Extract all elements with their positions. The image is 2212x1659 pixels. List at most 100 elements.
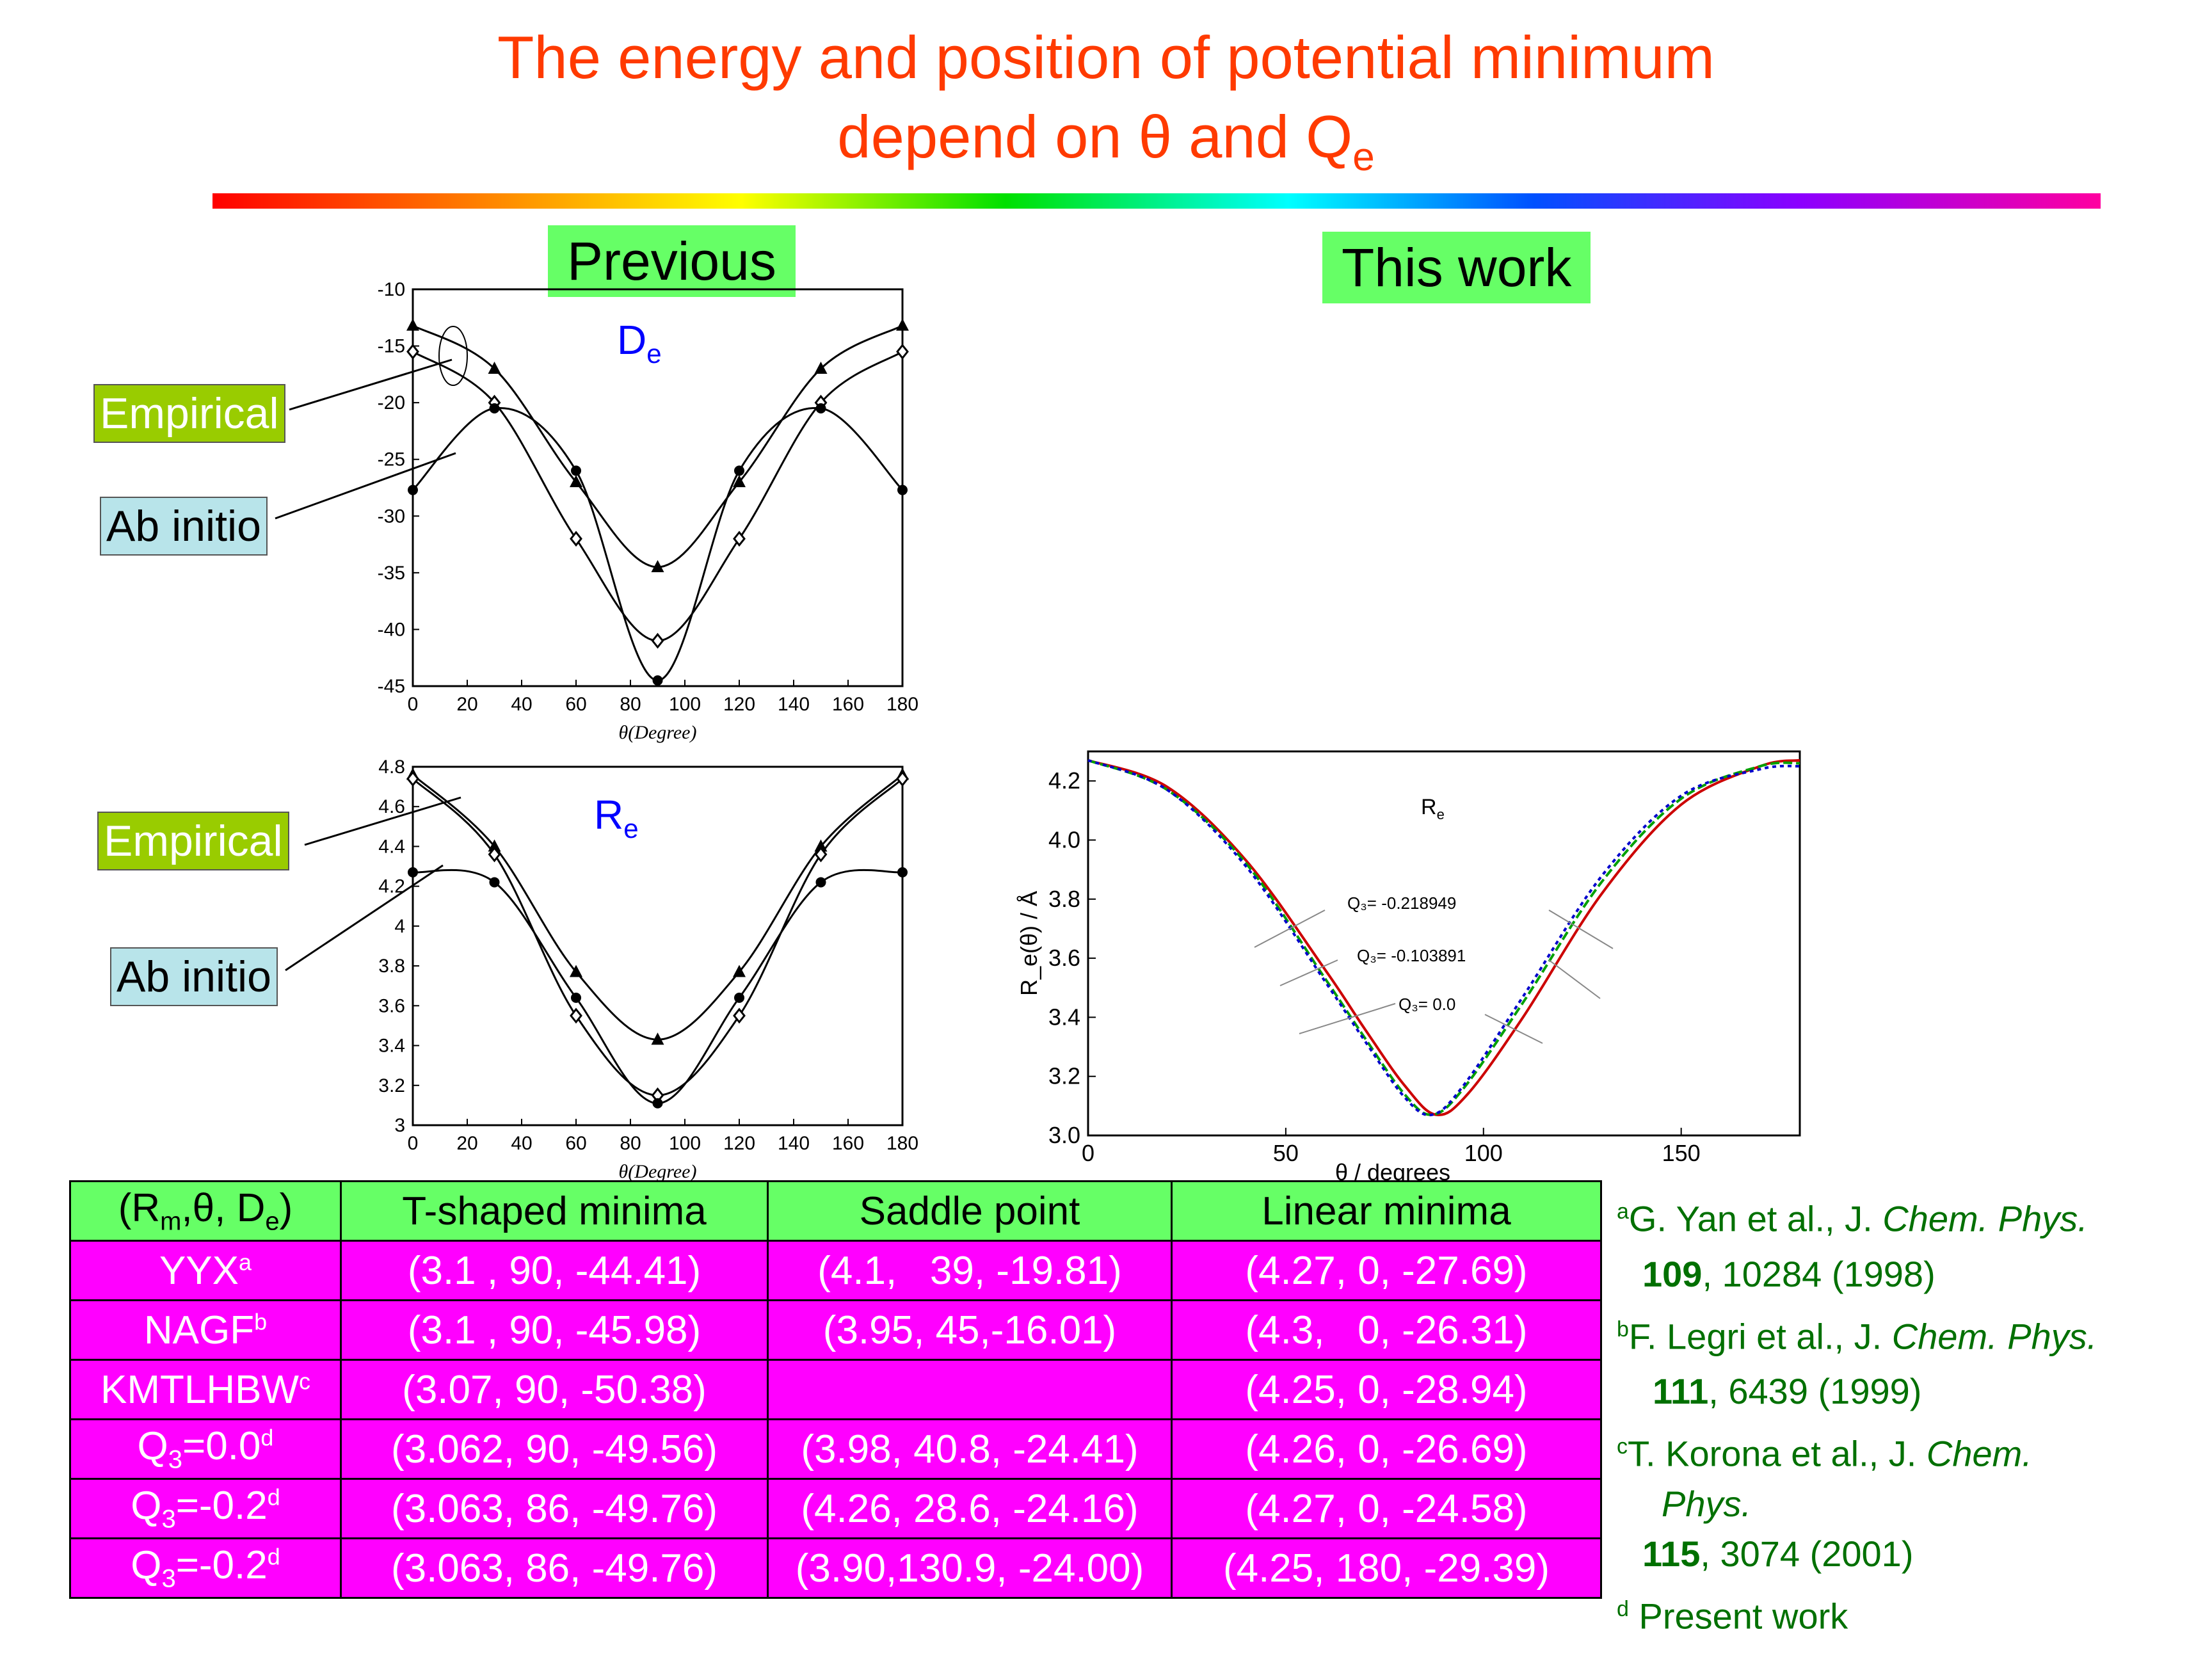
re-series-line: [412, 774, 903, 1041]
re-data-point: [406, 771, 419, 787]
re-data-point: [571, 992, 581, 1003]
de-data-point: [815, 403, 826, 413]
de-xtick-label: 40: [511, 694, 532, 715]
de-xlabel: θ(Degree): [619, 722, 697, 743]
re-xtick-label: 60: [565, 1133, 586, 1154]
title-line-1: The energy and position of potential min…: [497, 24, 1715, 91]
de-data-point: [408, 485, 418, 495]
tw-xtick-label: 0: [1082, 1140, 1094, 1166]
de-data-point: [896, 344, 909, 360]
table-cell: (3.062, 90, -49.56): [340, 1418, 769, 1480]
de-ytick-label: -30: [378, 506, 405, 527]
reference-a-vol: 109, 10284 (1998): [1642, 1253, 1936, 1294]
de-ytick-label: -10: [378, 279, 405, 300]
re-label-sub: e: [623, 813, 639, 844]
re-ytick-label: 4: [394, 916, 405, 937]
header-cell-linear: Linear minima: [1171, 1180, 1602, 1242]
table-cell: (3.1 , 90, -45.98): [340, 1299, 769, 1361]
tw-annotation: Q₃= 0.0: [1399, 995, 1455, 1014]
re-xtick-label: 20: [456, 1133, 477, 1154]
row-label-cell: Q3=-0.2d: [69, 1478, 342, 1539]
row-label-cell: Q3=0.0d: [69, 1418, 342, 1480]
table-cell: (3.07, 90, -50.38): [340, 1359, 769, 1420]
de-data-point: [489, 403, 500, 413]
tw-xlabel: θ / degrees: [1335, 1159, 1450, 1184]
de-xtick-label: 80: [620, 694, 641, 715]
table-cell: (3.063, 86, -49.76): [340, 1537, 769, 1599]
table-cell: (3.98, 40.8, -24.41): [767, 1418, 1173, 1480]
tw-xtick-label: 100: [1464, 1140, 1503, 1166]
table-header-row: (Rm,θ, De) T-shaped minima Saddle point …: [69, 1180, 1602, 1242]
table-row: Q3=-0.2d (3.063, 86, -49.76) (4.26, 28.6, …: [69, 1478, 1602, 1539]
title-subscript: e: [1352, 134, 1375, 179]
table-cell: [767, 1359, 1173, 1420]
table-cell: (3.90,130.9, -24.00): [767, 1537, 1173, 1599]
tw-series-line: [1087, 758, 1800, 1116]
de-data-point: [406, 344, 419, 360]
de-xtick-label: 0: [408, 694, 419, 715]
re-xtick-label: 40: [511, 1133, 532, 1154]
re-data-point: [652, 1098, 663, 1109]
header-cell-t-shaped: T-shaped minima: [340, 1180, 769, 1242]
table-cell: (4.1, 39, -19.81): [767, 1240, 1173, 1301]
table-cell: (4.27, 0, -27.69): [1171, 1240, 1602, 1301]
re-label-main: R: [594, 792, 624, 838]
reference-b: bF. Legri et al., J. Chem. Phys.: [1617, 1316, 2097, 1357]
de-ytick-label: -35: [378, 563, 405, 584]
de-ytick-label: -40: [378, 619, 405, 640]
re-xlabel: θ(Degree): [619, 1161, 697, 1182]
ab-initio-label-top: Ab initio: [100, 497, 268, 556]
table-cell: (4.27, 0, -24.58): [1171, 1478, 1602, 1539]
reference-c-vol: 115, 3074 (2001): [1642, 1533, 1914, 1574]
tw-annotation: Q₃= -0.218949: [1347, 894, 1456, 913]
de-data-point: [734, 465, 744, 476]
tw-series-line: [1087, 758, 1800, 1117]
re-xtick-label: 100: [669, 1133, 701, 1154]
tw-xtick-label: 50: [1273, 1140, 1299, 1166]
table-row: KMTLHBWc (3.07, 90, -50.38) (4.25, 0, -28.…: [69, 1359, 1602, 1420]
re-ytick-label: 4.4: [378, 836, 405, 857]
re-data-point: [651, 1032, 664, 1045]
tw-ylabel: R_e(θ) / Å: [1016, 891, 1042, 996]
de-xtick-label: 100: [669, 694, 701, 715]
re-ytick-label: 3: [394, 1115, 405, 1136]
reference-a: aG. Yan et al., J. Chem. Phys.: [1617, 1198, 2088, 1239]
title-line-2: depend on θ and Qe: [0, 97, 2212, 184]
re-ytick-label: 3.8: [378, 956, 405, 977]
de-ytick-label: -15: [378, 336, 405, 357]
re-xtick-label: 160: [832, 1133, 864, 1154]
de-data-point: [570, 531, 582, 547]
comparison-table: (Rm,θ, De) T-shaped minima Saddle point …: [69, 1180, 1602, 1599]
de-label-sub: e: [646, 338, 662, 369]
re-ytick-label: 3.2: [378, 1075, 405, 1096]
empirical-label-top: Empirical: [93, 384, 285, 443]
re-xtick-label: 180: [886, 1133, 918, 1154]
re-xtick-label: 140: [778, 1133, 810, 1154]
de-data-point: [814, 362, 828, 374]
this-work-header: This work: [1322, 232, 1591, 303]
de-xtick-label: 60: [565, 694, 586, 715]
tw-ytick-label: 3.8: [1048, 886, 1080, 912]
re-xtick-label: 120: [723, 1133, 755, 1154]
header-cell-saddle: Saddle point: [767, 1180, 1173, 1242]
de-data-point: [570, 475, 582, 488]
de-xtick-label: 140: [778, 694, 810, 715]
de-ytick-label: -45: [378, 676, 405, 697]
de-data-point: [651, 632, 664, 649]
title-line-2-text: depend on θ and Q: [837, 103, 1353, 171]
de-data-point: [571, 465, 581, 476]
row-label-cell: NAGFb: [69, 1299, 342, 1361]
page-title: The energy and position of potential min…: [0, 18, 2212, 184]
re-data-point: [896, 771, 909, 787]
row-label-cell: YYXa: [69, 1240, 342, 1301]
re-data-point: [408, 867, 418, 878]
de-ytick-label: -25: [378, 449, 405, 470]
de-data-point: [897, 485, 908, 495]
table-cell: (4.25, 180, -29.39): [1171, 1537, 1602, 1599]
re-data-point: [570, 1007, 582, 1024]
de-data-point: [896, 318, 909, 331]
re-data-point: [489, 877, 500, 888]
references: aG. Yan et al., J. Chem. Phys. 109, 1028…: [1617, 1184, 2097, 1644]
tw-plot-frame: [1087, 750, 1801, 1137]
